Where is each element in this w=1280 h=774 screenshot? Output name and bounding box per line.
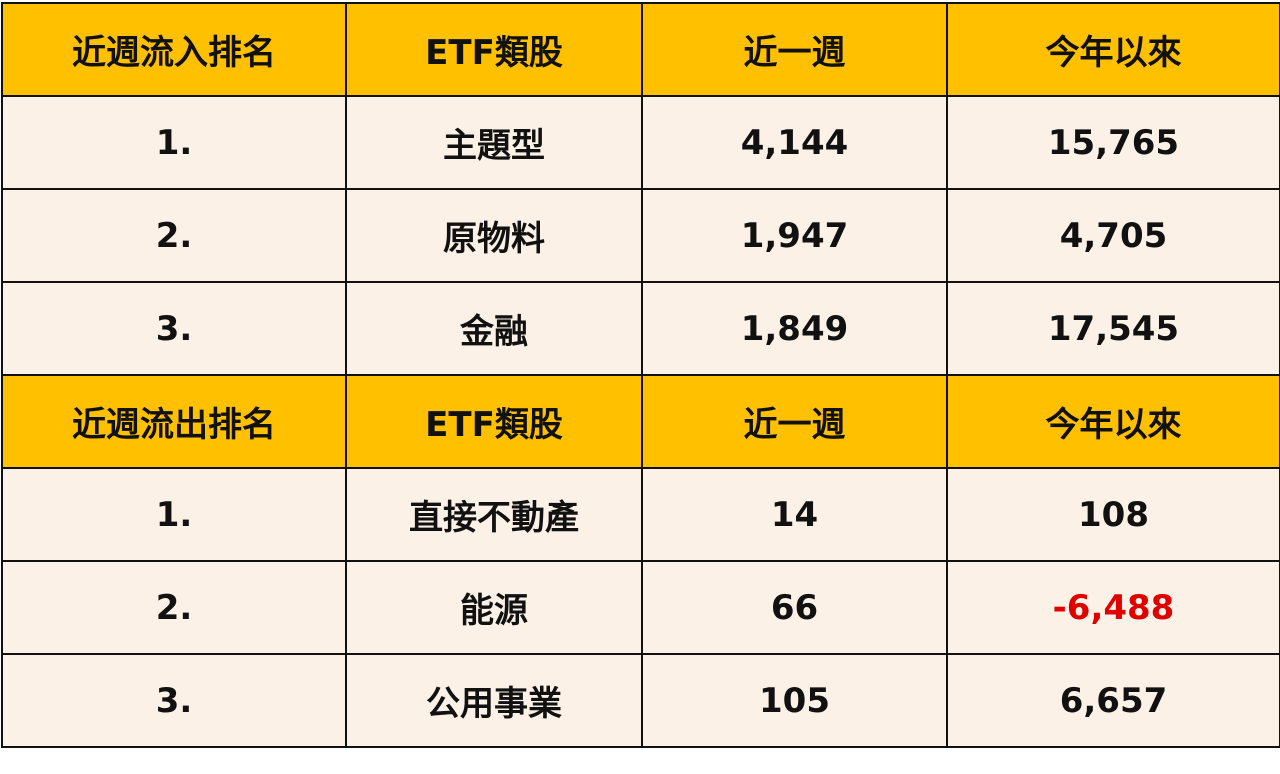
data-cell: 17,545: [946, 281, 1280, 376]
data-cell: 3.: [1, 281, 347, 376]
data-row: 3. 金融 1,849 17,545: [1, 281, 1280, 376]
header-cell: ETF類股: [345, 374, 643, 469]
data-cell: 1,849: [641, 281, 948, 376]
header-row: 近週流入排名 ETF類股 近一週 今年以來: [1, 2, 1280, 97]
data-cell: 1.: [1, 467, 347, 562]
header-row: 近週流出排名 ETF類股 近一週 今年以來: [1, 374, 1280, 469]
data-cell: 直接不動產: [345, 467, 643, 562]
data-row: 1. 直接不動產 14 108: [1, 467, 1280, 562]
data-cell: 3.: [1, 653, 347, 748]
data-cell: 能源: [345, 560, 643, 655]
data-cell: 108: [946, 467, 1280, 562]
data-row: 2. 原物料 1,947 4,705: [1, 188, 1280, 283]
header-cell: 近週流出排名: [1, 374, 347, 469]
data-row: 1. 主題型 4,144 15,765: [1, 95, 1280, 190]
data-cell: 4,705: [946, 188, 1280, 283]
data-cell: 1,947: [641, 188, 948, 283]
data-cell: 1.: [1, 95, 347, 190]
data-cell: 6,657: [946, 653, 1280, 748]
data-row: 3. 公用事業 105 6,657: [1, 653, 1280, 748]
data-row: 2. 能源 66 -6,488: [1, 560, 1280, 655]
header-cell: 近週流入排名: [1, 2, 347, 97]
data-cell: 2.: [1, 188, 347, 283]
data-cell: -6,488: [946, 560, 1280, 655]
data-cell: 金融: [345, 281, 643, 376]
table-body: 近週流入排名 ETF類股 近一週 今年以來 1. 主題型 4,144 15,765 2. 原物料 1…: [1, 2, 1280, 748]
data-cell: 15,765: [946, 95, 1280, 190]
data-cell: 2.: [1, 560, 347, 655]
data-cell: 105: [641, 653, 948, 748]
header-cell: 今年以來: [946, 2, 1280, 97]
header-cell: 今年以來: [946, 374, 1280, 469]
data-cell: 4,144: [641, 95, 948, 190]
header-cell: ETF類股: [345, 2, 643, 97]
data-cell: 14: [641, 467, 948, 562]
data-cell: 原物料: [345, 188, 643, 283]
data-cell: 主題型: [345, 95, 643, 190]
header-cell: 近一週: [641, 2, 948, 97]
etf-flow-table: 近週流入排名 ETF類股 近一週 今年以來 1. 主題型 4,144 15,765 2. 原物料 1…: [1, 2, 1280, 748]
data-cell: 66: [641, 560, 948, 655]
data-cell: 公用事業: [345, 653, 643, 748]
header-cell: 近一週: [641, 374, 948, 469]
